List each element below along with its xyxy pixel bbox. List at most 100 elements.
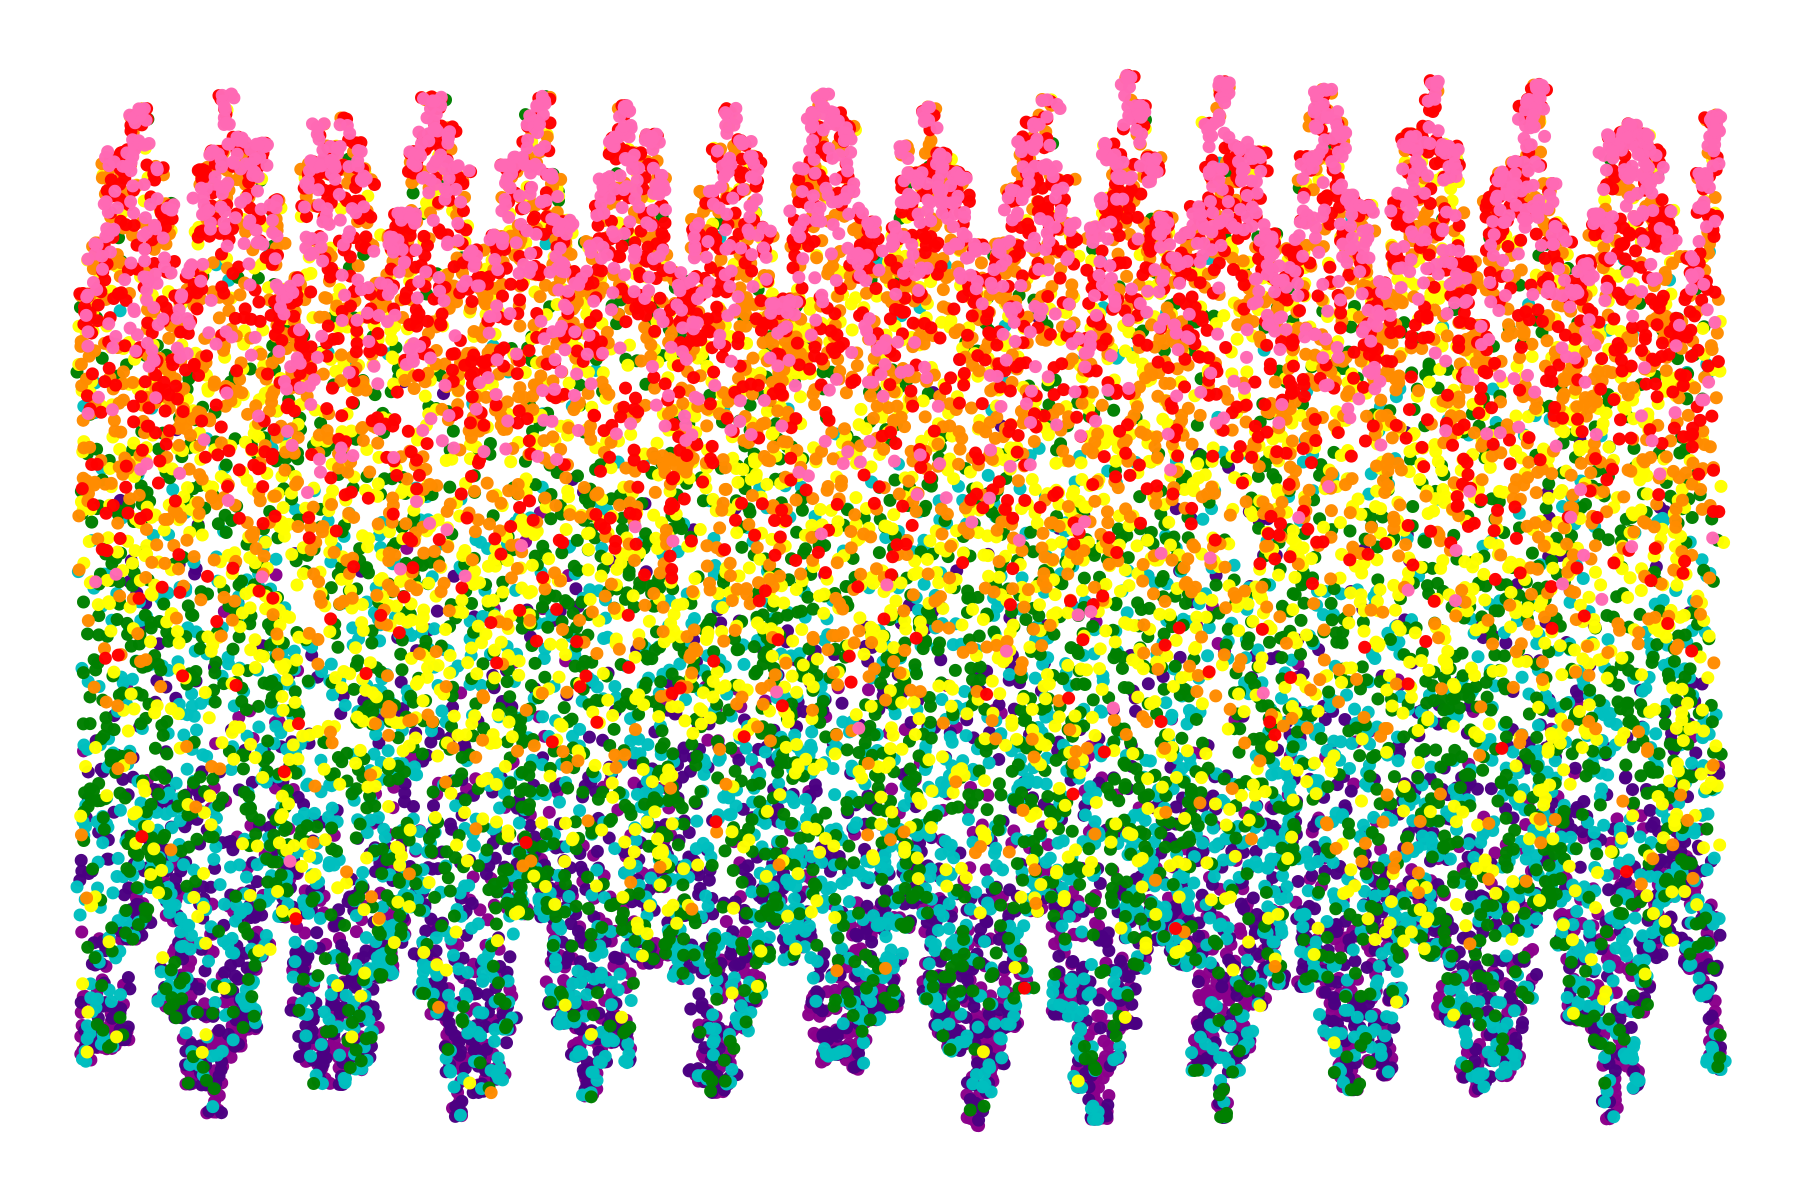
data-point [1348,954,1362,968]
data-point [202,954,215,968]
data-point [465,896,479,910]
data-point [1647,816,1661,830]
data-point [472,1005,486,1019]
data-point [73,908,87,922]
data-point [226,1033,240,1047]
data-point [304,939,318,953]
data-point [1360,960,1374,974]
data-point [1618,771,1632,785]
data-point [430,604,444,618]
data-point [212,1069,226,1083]
data-point [1052,949,1066,963]
data-point [198,997,212,1011]
data-point [1093,1021,1107,1035]
data-point [453,1108,467,1122]
data-point [885,782,899,796]
data-point [225,931,239,945]
data-point [1530,967,1544,981]
data-point [701,733,715,747]
data-point [190,723,204,737]
data-point [338,1072,352,1086]
data-point [590,844,604,858]
data-point [465,921,479,935]
data-point [862,683,876,697]
data-point [113,803,127,817]
data-point [298,926,312,940]
data-point [288,955,302,969]
data-point [70,880,84,894]
data-point [333,1048,347,1062]
data-point [75,925,89,939]
data-point [297,806,311,820]
data-point [1344,784,1358,798]
data-point [121,971,135,985]
data-point [1577,795,1591,809]
data-point [732,957,746,971]
data-point [169,776,183,790]
data-point [1516,1016,1530,1030]
data-point [1234,897,1248,911]
data-point [125,672,139,686]
data-point [301,906,315,920]
data-point [187,709,201,723]
data-point [500,1036,514,1050]
data-point [1099,935,1113,949]
data-point [381,744,395,758]
data-point [506,927,520,941]
data-point [299,1029,313,1043]
data-point [213,878,227,892]
data-point [217,897,231,911]
data-point [684,1002,698,1016]
data-point [378,830,392,844]
data-point [1509,1031,1523,1045]
data-point [427,622,441,636]
data-point [111,851,125,865]
data-point [458,987,472,1001]
data-point [1246,891,1260,905]
data-point [466,837,480,851]
data-point [462,878,476,892]
data-point [1705,1009,1719,1023]
data-point [835,696,849,710]
data-point [613,952,627,966]
data-point [90,992,104,1006]
data-point [304,1049,318,1063]
data-point [232,858,246,872]
data-point [310,926,324,940]
data-point [416,975,430,989]
data-point [802,1008,816,1022]
data-point [444,1065,458,1079]
data-point [74,853,88,867]
data-point [461,965,475,979]
data-point [349,925,363,939]
data-point [207,852,221,866]
data-point [512,816,526,830]
data-point [206,1100,220,1114]
data-point [447,948,460,962]
data-point [210,1048,224,1062]
data-point [180,762,194,776]
data-point [536,710,550,724]
data-point [338,698,352,712]
data-point [474,1029,488,1043]
data-point [1503,979,1517,993]
data-point [442,988,456,1002]
data-point [303,991,317,1005]
data-point [1141,677,1155,691]
data-point [406,800,420,814]
data-point [972,1113,986,1127]
data-point [816,1030,830,1044]
data-point [77,738,91,752]
data-point [487,1034,501,1048]
data-point [1602,883,1616,897]
data-point [96,836,110,850]
data-point [496,1073,510,1087]
data-point [1568,761,1582,775]
data-point [252,720,266,734]
data-point [1291,874,1305,888]
data-point [371,810,385,824]
data-point [1713,928,1727,942]
data-point [314,1038,328,1052]
